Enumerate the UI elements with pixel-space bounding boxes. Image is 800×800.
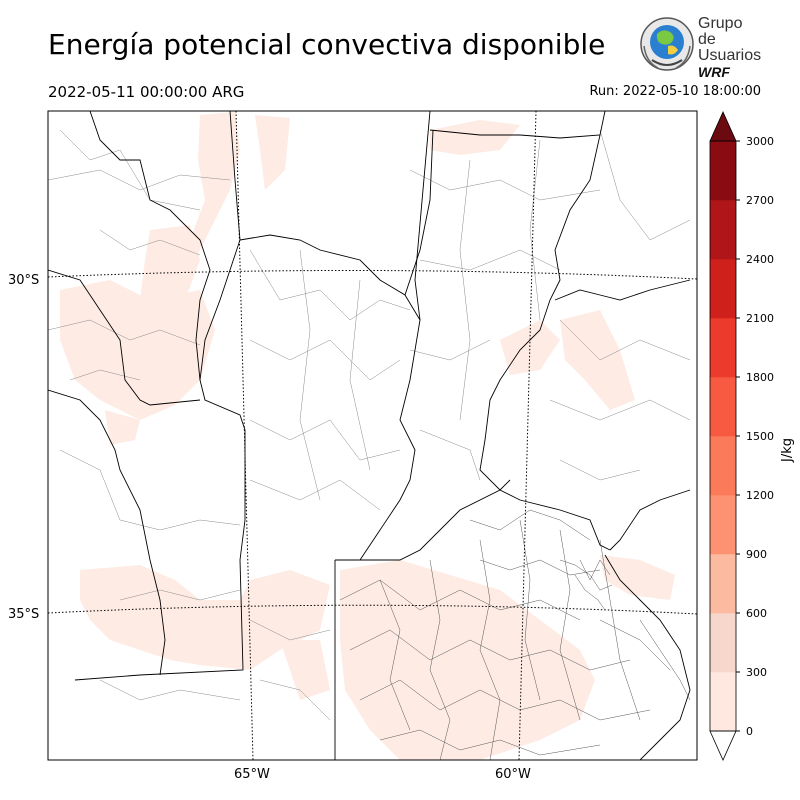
graticule [48,111,697,760]
lon-label-65: 65°W [234,767,270,782]
wrf-logo: Grupo de Usuarios WRF [638,15,763,80]
colorbar-segment [710,672,736,732]
colorbar: 0 300 600 900 1200 1500 1800 2100 2400 2700 3000 [709,111,774,761]
cape-shading [60,112,675,760]
colorbar-segment [710,318,736,378]
colorbar-segment [710,200,736,260]
globe-logo-icon [640,17,694,71]
valid-time: 2022-05-11 00:00:00 ARG [48,83,245,101]
colorbar-tick-label: 900 [746,548,767,561]
run-time: Run: 2022-05-10 18:00:00 [589,84,761,99]
lat-label-35: 35°S [8,607,39,622]
colorbar-segment [710,495,736,555]
map-frame [47,110,698,761]
colorbar-tick-label: 2700 [746,194,774,207]
colorbar-under-arrow [709,730,737,761]
colorbar-over-arrow [709,111,737,142]
colorbar-segment [710,436,736,496]
colorbar-tick-label: 1800 [746,371,774,384]
colorbar-segment [710,141,736,201]
lat-label-30: 30°S [8,273,39,288]
colorbar-segment [710,377,736,437]
colorbar-tick-label: 1500 [746,430,774,443]
colorbar-segment [710,613,736,673]
colorbar-segment [710,259,736,319]
lon-label-60: 60°W [495,767,531,782]
colorbar-tick-label: 3000 [746,135,774,148]
colorbar-tick-label: 300 [746,666,767,679]
map-content [48,111,697,760]
logo-line3: WRF [698,64,730,80]
logo-line1: Grupo de [698,15,743,48]
colorbar-unit-label: J/kg [780,438,795,463]
colorbar-tick-label: 2100 [746,312,774,325]
department-lines [48,129,691,721]
partido-lines [339,509,691,760]
map-title: Energía potencial convectiva disponible [48,28,606,61]
logo-line2: Usuarios [698,47,762,64]
colorbar-tick-label: 2400 [746,253,774,266]
colorbar-tick-label: 0 [746,725,753,738]
colorbar-segment [710,554,736,614]
colorbar-tick-label: 1200 [746,489,774,502]
province-borders [48,111,691,760]
colorbar-tick-label: 600 [746,607,767,620]
